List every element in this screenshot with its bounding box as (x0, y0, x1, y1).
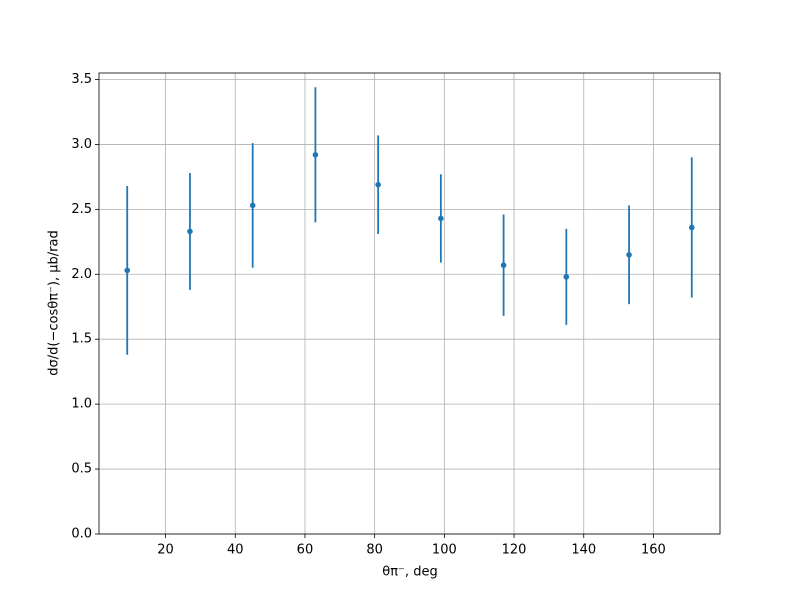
data-point (563, 274, 570, 280)
x-tick-label: 80 (366, 543, 383, 558)
y-tick-label: 3.0 (71, 137, 92, 152)
y-tick-label: 0.0 (71, 527, 92, 542)
data-point (438, 215, 444, 222)
data-point (688, 224, 695, 231)
x-tick-label: 20 (157, 543, 174, 558)
y-tick-label: 1.0 (71, 397, 92, 412)
data-point (500, 262, 507, 268)
data-point (249, 202, 256, 209)
x-tick-label: 100 (432, 543, 457, 558)
data-point (187, 228, 193, 235)
plot-frame (98, 72, 721, 535)
data-point (124, 267, 131, 274)
data-point (312, 152, 319, 158)
data-point (375, 181, 381, 188)
x-tick-label: 120 (502, 543, 527, 558)
y-axis-label: dσ/d(−cosθπ⁻), μb/rad (47, 230, 62, 375)
x-tick-label: 160 (641, 543, 666, 558)
y-tick-label: 2.0 (71, 267, 92, 282)
x-axis-label: θπ⁻, deg (382, 565, 437, 580)
y-tick-label: 3.5 (71, 72, 92, 87)
data-point (626, 252, 632, 258)
y-tick-label: 0.5 (71, 462, 92, 477)
x-tick-label: 40 (227, 543, 244, 558)
x-tick-label: 140 (571, 543, 596, 558)
y-tick-label: 2.5 (71, 202, 92, 217)
y-tick-label: 1.5 (71, 332, 92, 347)
x-tick-label: 60 (297, 543, 314, 558)
